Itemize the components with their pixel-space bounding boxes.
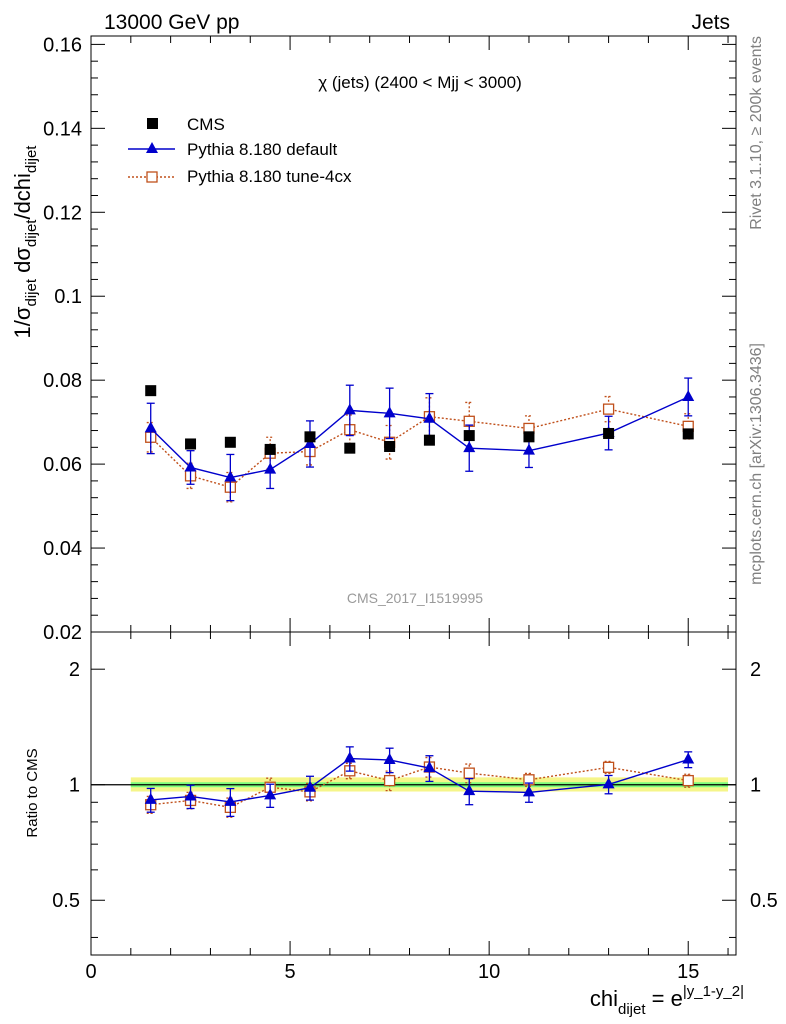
- main-tune-point: [602, 403, 615, 415]
- main-default-point: [383, 406, 396, 418]
- main-default-point: [682, 389, 695, 401]
- main-cms-point: [463, 430, 475, 442]
- ratio-default-point: [224, 794, 237, 806]
- ratio-default-point: [264, 788, 277, 800]
- ratio-uncertainty-band: [91, 777, 736, 792]
- main-cms-point: [304, 431, 316, 443]
- ratio-default-point: [303, 780, 316, 792]
- main-default-point: [184, 460, 197, 472]
- legend: CMS Pythia 8.180 default Pythia 8.180 tu…: [128, 115, 352, 186]
- ratio-y-tick-label-right: 2: [750, 659, 761, 681]
- ratio-frame: [90, 631, 737, 956]
- y-tick-label: 0.04: [43, 538, 82, 560]
- main-cms-point: [145, 385, 157, 397]
- ratio-default-line: [150, 757, 689, 803]
- ratio-default-point: [184, 789, 197, 801]
- x-label-part: = e: [646, 986, 683, 1011]
- header-energy: 13000 GeV pp: [104, 11, 239, 34]
- ratio-default-point: [522, 785, 535, 797]
- y-tick-label: 0.02: [43, 622, 82, 644]
- x-label-sup: |y_1-y_2|: [683, 983, 744, 1000]
- legend-default-label: Pythia 8.180 default: [187, 140, 338, 159]
- x-label-part: chi: [590, 986, 618, 1011]
- main-cms-point: [264, 443, 276, 455]
- x-tick-label: 5: [285, 961, 296, 983]
- y-tick-label: 0.1: [54, 286, 82, 308]
- x-axis-label: chidijet = e|y_1-y_2|: [590, 983, 744, 1018]
- main-cms-point: [344, 442, 356, 454]
- main-cms-point: [423, 434, 435, 446]
- legend-tune-marker: [146, 171, 158, 183]
- main-tune-line: [150, 408, 689, 488]
- ratio-default-point: [463, 784, 476, 796]
- ratio-default-point: [423, 761, 436, 773]
- y-tick-label: 0.12: [43, 202, 82, 224]
- y-tick-label: 0.06: [43, 454, 82, 476]
- plot-frames: [90, 35, 737, 956]
- ratio-default-point: [602, 777, 615, 789]
- legend-default-marker: [146, 142, 158, 153]
- legend-cms-label: CMS: [187, 115, 225, 134]
- analysis-watermark: CMS_2017_I1519995: [347, 590, 483, 606]
- ratio-tune-point: [682, 774, 694, 787]
- main-default-point: [144, 421, 157, 433]
- main-cms-point: [224, 436, 236, 448]
- main-default-point: [303, 436, 316, 448]
- ratio-y-axis-label: Ratio to CMS: [24, 748, 41, 837]
- ratio-tune-line: [150, 766, 689, 809]
- y-tick-label: 0.08: [43, 370, 82, 392]
- main-cms-point: [603, 427, 615, 439]
- ratio-y-tick-label-right: 1: [750, 775, 761, 797]
- main-cms-point: [523, 431, 535, 443]
- y-label-sub: dijet: [23, 278, 40, 306]
- main-default-point: [343, 403, 356, 415]
- y-label-part: dσ: [10, 247, 35, 279]
- x-tick-label: 0: [85, 961, 96, 983]
- ratio-series-marks: [144, 746, 695, 818]
- y-label-sub: dijet: [23, 145, 40, 173]
- main-default-point: [522, 443, 535, 455]
- axis-ticks: 0 5 10 15 0.02 0.04 0.06 0.08 0.1 0.12 0.14 0.16 0.5…: [43, 34, 778, 983]
- x-tick-label: 10: [478, 961, 500, 983]
- mcplots-label: mcplots.cern.ch [arXiv:1306.3436]: [748, 343, 765, 585]
- ratio-y-tick-label-right: 0.5: [750, 890, 778, 912]
- ratio-default-point: [343, 751, 356, 763]
- main-default-point: [423, 411, 436, 423]
- main-series-marks: [144, 377, 695, 503]
- y-label-sub: dijet: [23, 219, 40, 247]
- main-default-point: [264, 462, 277, 474]
- ratio-default-point: [144, 792, 157, 804]
- main-default-line: [150, 396, 689, 479]
- ratio-tune-point: [463, 767, 475, 779]
- y-label-part: 1/σ: [10, 306, 35, 338]
- y-label-part: /dchi: [10, 173, 35, 219]
- chart-title: χ (jets) (2400 < Mjj < 3000): [318, 73, 522, 92]
- main-y-axis-label: 1/σdijet dσdijet/dchidijet: [10, 145, 40, 339]
- rivet-version-label: Rivet 3.1.10, ≥ 200k events: [748, 36, 765, 230]
- legend-cms-marker: [147, 118, 158, 129]
- main-cms-point: [682, 428, 694, 440]
- ratio-default-point: [383, 752, 396, 764]
- ratio-y-tick-label: 0.5: [52, 890, 80, 912]
- ratio-y-tick-label: 1: [69, 775, 80, 797]
- ratio-tune-point: [602, 761, 615, 773]
- x-tick-label: 15: [677, 961, 699, 983]
- legend-tune-label: Pythia 8.180 tune-4cx: [187, 167, 352, 186]
- main-default-point: [463, 441, 476, 453]
- y-tick-label: 0.16: [43, 34, 82, 56]
- main-default-point: [224, 470, 237, 482]
- main-cms-point: [185, 438, 197, 450]
- header-process: Jets: [691, 11, 730, 34]
- ratio-default-point: [682, 752, 695, 764]
- ratio-tune-point: [383, 774, 396, 787]
- main-cms-point: [384, 440, 396, 452]
- x-label-sub: dijet: [618, 1001, 646, 1018]
- y-tick-label: 0.14: [43, 118, 82, 140]
- ratio-y-tick-label: 2: [69, 659, 80, 681]
